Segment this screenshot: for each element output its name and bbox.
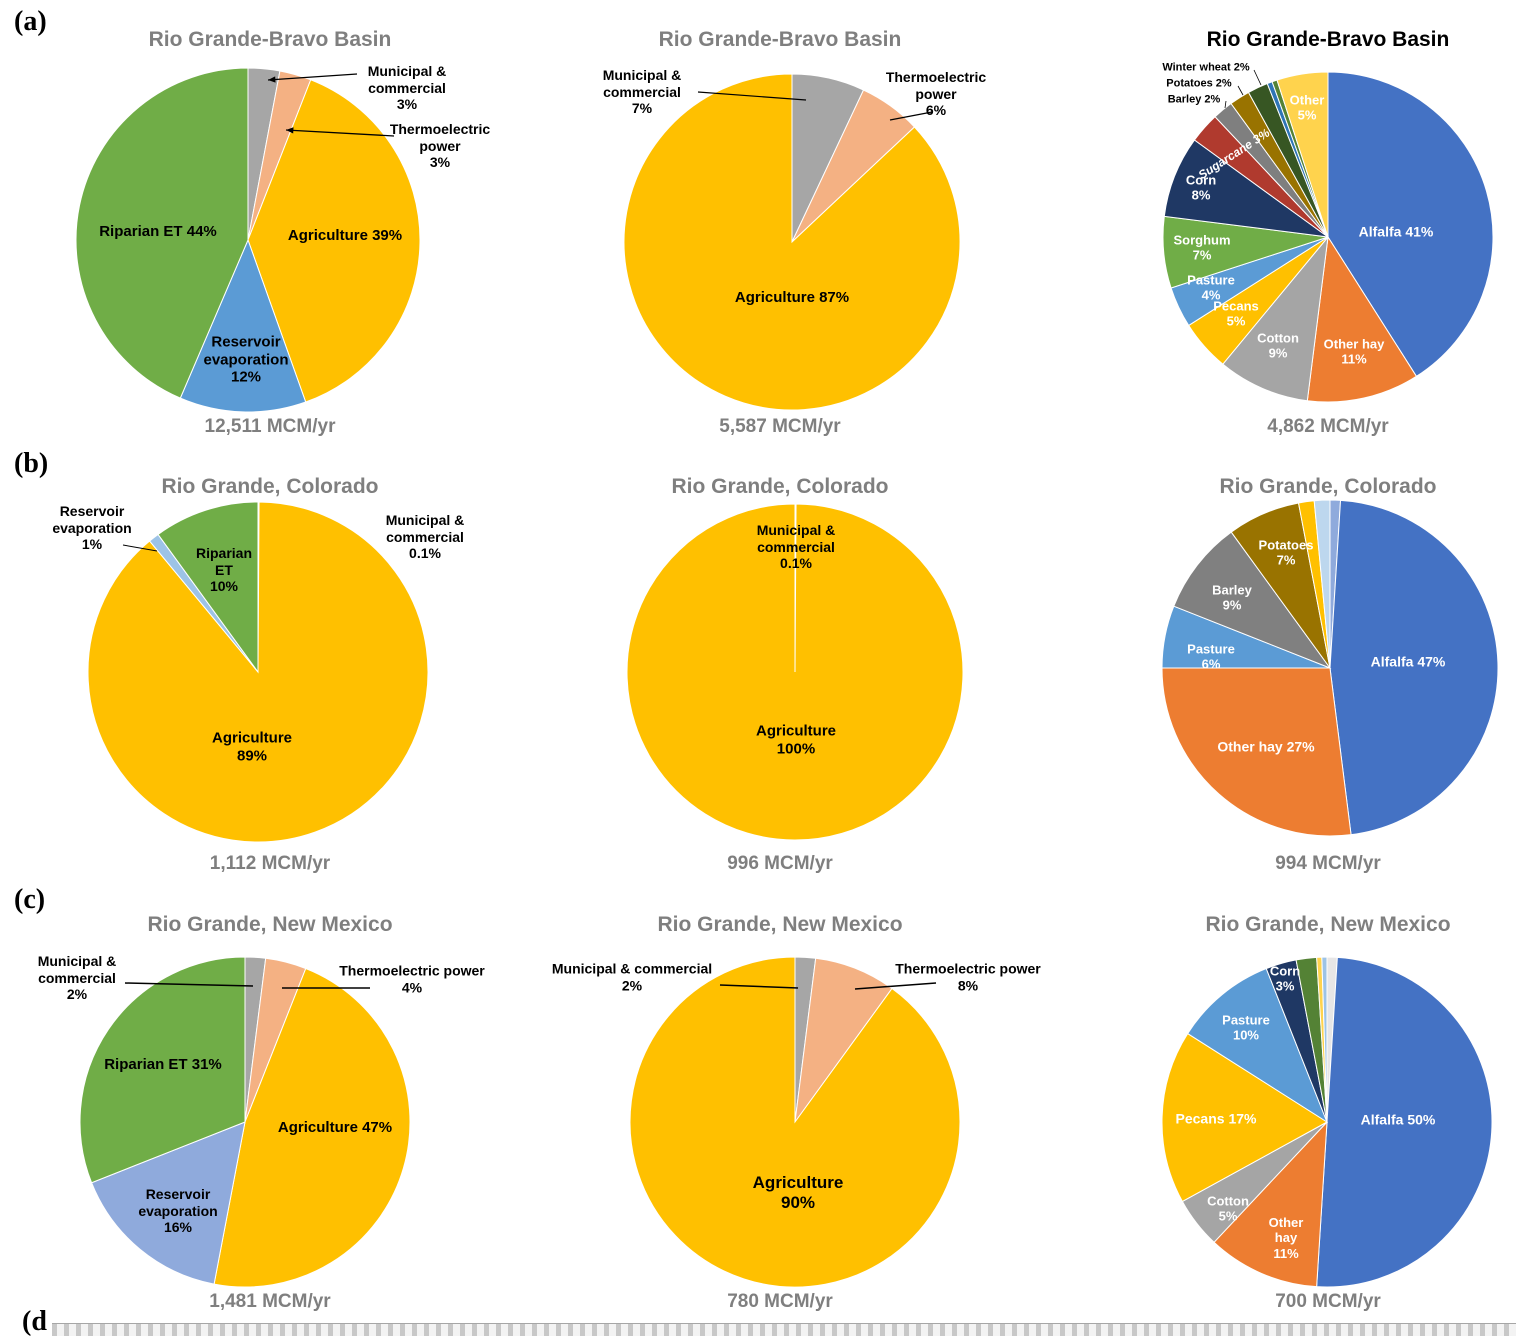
panel-label-d-partial: (d: [22, 1306, 47, 1336]
leader-line: [122, 544, 158, 552]
pie-slice: [1321, 956, 1328, 1123]
pie-chart: [629, 956, 961, 1288]
chart-c1-newmexico-total-water: Rio Grande, New Mexico Agriculture 47% Ri…: [20, 893, 520, 1325]
pie-slice: [247, 79, 421, 403]
chart-c3-newmexico-crops: Rio Grande, New Mexico Alfalfa 50% Other h…: [1056, 893, 1522, 1325]
pie-chart: [1162, 69, 1494, 403]
panel-label-a: (a): [14, 6, 47, 37]
chart-total: 4,862 MCM/yr: [1267, 416, 1389, 437]
chart-total: 12,511 MCM/yr: [204, 416, 336, 437]
chart-total: 994 MCM/yr: [1275, 853, 1381, 874]
pie-slice: [90, 1121, 246, 1285]
chart-total: 780 MCM/yr: [727, 1291, 833, 1312]
pie-slice: [629, 956, 961, 1288]
pie-slice: [1173, 531, 1332, 670]
chart-b3-colorado-crops: Rio Grande, Colorado Alfalfa 47% Other ha…: [1056, 455, 1522, 887]
panel-label-c: (c): [14, 884, 46, 915]
leader-line: [854, 982, 937, 990]
pie-slice: [75, 67, 249, 399]
chart-a1-basin-total-water: Rio Grande-Bravo Basin Agriculture 39% Ri…: [20, 8, 520, 450]
chart-b1-colorado-total-water: Rio Grande, Colorado Agriculture 89% Ripar…: [20, 455, 520, 887]
chart-total: 996 MCM/yr: [727, 853, 833, 874]
leader-line: [124, 982, 254, 987]
chart-title: Rio Grande-Bravo Basin: [1206, 28, 1450, 51]
leader-line: [697, 91, 807, 101]
pie-chart: [626, 503, 964, 841]
chart-title: Rio Grande, New Mexico: [1205, 913, 1451, 936]
chart-a3-basin-crops: Rio Grande-Bravo Basin Alfalfa 41% Other …: [1056, 8, 1522, 450]
pie-chart: [623, 73, 961, 411]
chart-total: 700 MCM/yr: [1275, 1291, 1381, 1312]
pie-slice: [1222, 235, 1329, 402]
chart-total: 1,481 MCM/yr: [209, 1291, 331, 1312]
pie-slice: [623, 73, 961, 411]
chart-total: 5,587 MCM/yr: [719, 416, 841, 437]
chart-title: Rio Grande-Bravo Basin: [148, 28, 392, 51]
pie-slice: [1161, 1032, 1328, 1203]
leader-line: [719, 984, 799, 989]
pie-chart: [75, 67, 421, 413]
pie-slice: [179, 238, 307, 413]
chart-title: Rio Grande, Colorado: [161, 475, 379, 498]
chart-title: Rio Grande, Colorado: [671, 475, 889, 498]
leader-line: [267, 73, 358, 81]
chart-title: Rio Grande, New Mexico: [147, 913, 393, 936]
leader-line: [1253, 69, 1262, 86]
pie-slice: [79, 956, 246, 1184]
pie-slice: [1161, 667, 1352, 837]
chart-title: Rio Grande, Colorado: [1219, 475, 1437, 498]
pie-slice: [1316, 956, 1493, 1288]
pie-slice: [1186, 967, 1329, 1124]
chart-c2-newmexico-sector-water: Rio Grande, New Mexico Agriculture 90% Mun…: [540, 893, 1041, 1325]
chart-title: Rio Grande, New Mexico: [657, 913, 903, 936]
pie-slice: [1327, 71, 1494, 378]
pie-chart: [87, 501, 429, 843]
chart-total: 1,112 MCM/yr: [209, 853, 331, 874]
leader-arrowhead: [268, 76, 276, 83]
leader-line: [1237, 85, 1244, 96]
pie-chart: [1161, 956, 1493, 1288]
pie-chart: [79, 956, 411, 1288]
leader-arrowhead: [286, 127, 294, 134]
pie-slice: [87, 501, 429, 843]
pie-slice: [1276, 71, 1329, 238]
pie-slice: [1213, 1120, 1328, 1288]
panel-label-b: (b): [14, 448, 49, 479]
pie-chart: [1161, 499, 1499, 837]
pie-slice: [626, 503, 964, 841]
chart-title: Rio Grande-Bravo Basin: [658, 28, 902, 51]
chart-b2-colorado-sector-water: Rio Grande, Colorado Municipal & commerci…: [540, 455, 1020, 887]
leader-line: [285, 129, 395, 137]
pie-slice: [213, 967, 411, 1288]
chart-a2-basin-sector-water: Rio Grande-Bravo Basin Agriculture 87% Mu…: [540, 8, 1020, 450]
pie-slice: [1306, 235, 1418, 403]
pie-slice: [1329, 499, 1499, 836]
cropped-next-panel-strip: [52, 1323, 1516, 1336]
leader-line: [1224, 100, 1227, 109]
pie-slice: [157, 501, 259, 674]
pie-slice: [1313, 499, 1331, 669]
leader-line: [889, 111, 933, 121]
